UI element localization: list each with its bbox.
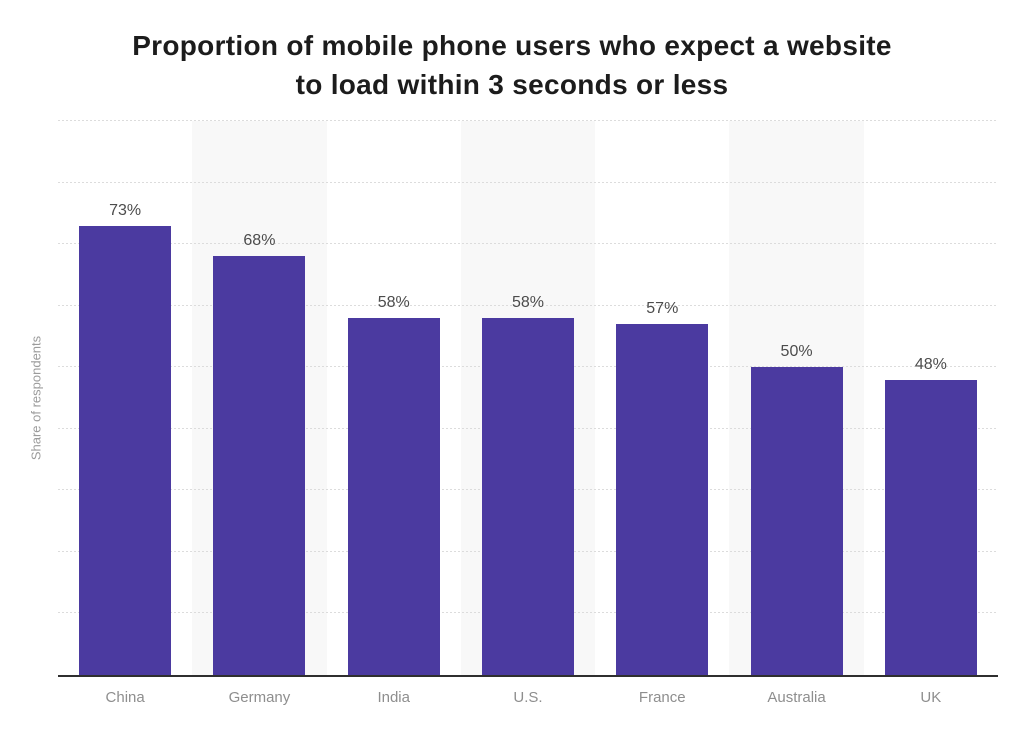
bar-band-u-s: 58% xyxy=(461,121,595,675)
chart-title-line-1: Proportion of mobile phone users who exp… xyxy=(132,30,892,61)
x-axis-label-australia: Australia xyxy=(767,689,826,706)
x-axis-label-china: China xyxy=(105,689,145,706)
gridline xyxy=(58,181,998,183)
bar-band-australia: 50% xyxy=(729,121,863,675)
bar-band-uk: 48% xyxy=(864,121,998,675)
bar-value-label-u-s: 58% xyxy=(511,293,544,311)
bars-layer: 73% 68% 58% 58% 57% 50% 48% xyxy=(58,121,998,675)
bar-u-s xyxy=(481,317,574,675)
x-axis-label-u-s: U.S. xyxy=(513,689,543,706)
bar-value-label-france: 57% xyxy=(646,300,679,318)
bar-australia xyxy=(750,367,843,675)
gridline xyxy=(58,120,998,121)
gridline xyxy=(58,304,998,306)
x-axis-label-germany: Germany xyxy=(228,689,291,706)
bar-uk xyxy=(884,379,977,675)
bar-band-france: 57% xyxy=(595,121,729,675)
bar-value-label-uk: 48% xyxy=(914,355,947,373)
bar-band-germany: 68% xyxy=(192,121,326,675)
gridline xyxy=(58,243,998,245)
y-axis-label: Share of respondents xyxy=(28,335,44,461)
bar-value-label-china: 73% xyxy=(109,201,142,219)
x-axis-labels: China Germany India U.S. France Australia UK xyxy=(58,689,998,706)
bar-india xyxy=(347,317,440,675)
x-axis-label-india: India xyxy=(377,689,410,706)
chart-title-line-2: to load within 3 seconds or less xyxy=(295,69,729,100)
bar-value-label-india: 58% xyxy=(377,293,410,311)
x-axis-label-france: France xyxy=(638,689,686,706)
x-axis-line xyxy=(58,675,998,677)
bar-band-china: 73% xyxy=(58,121,192,675)
bar-china xyxy=(79,225,172,675)
x-axis-label-uk: UK xyxy=(920,689,942,706)
bar-france xyxy=(616,324,709,675)
bar-band-india: 58% xyxy=(327,121,461,675)
bar-germany xyxy=(213,256,306,675)
bar-value-label-germany: 68% xyxy=(243,232,276,250)
chart-title: Proportion of mobile phone users who exp… xyxy=(0,26,1024,104)
bar-value-label-australia: 50% xyxy=(780,343,813,361)
plot-area: 73% 68% 58% 58% 57% 50% 48% xyxy=(58,120,998,675)
